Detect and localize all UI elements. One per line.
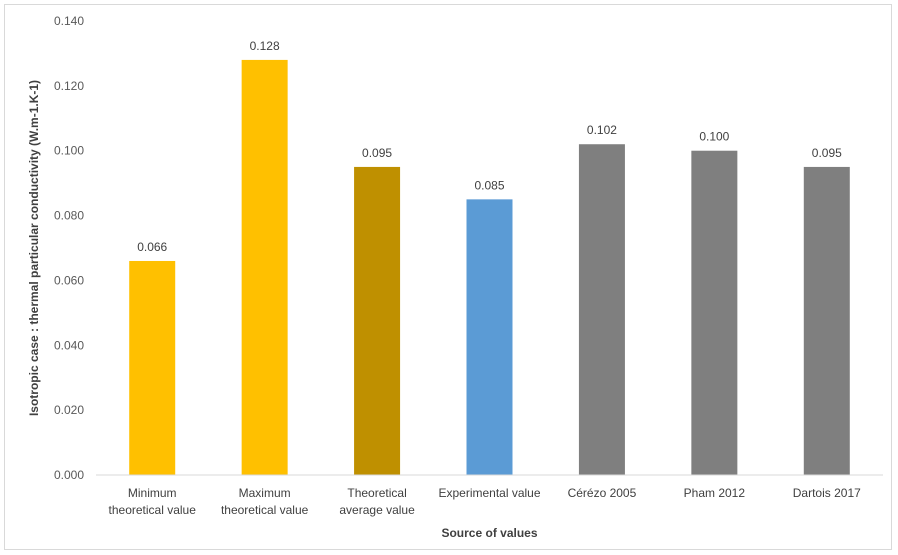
bars bbox=[129, 59, 850, 476]
data-label: 0.128 bbox=[250, 39, 280, 53]
bar bbox=[354, 166, 401, 475]
bar bbox=[129, 260, 176, 475]
data-label: 0.102 bbox=[587, 123, 617, 137]
data-label: 0.095 bbox=[362, 146, 392, 160]
category-label: Experimental value bbox=[438, 486, 540, 500]
category-label: Cérézo 2005 bbox=[568, 486, 637, 500]
data-labels: 0.066 0.128 0.095 0.085 0.102 0.100 0.095 bbox=[137, 39, 842, 254]
category-label: theoretical value bbox=[221, 503, 309, 517]
bar bbox=[691, 150, 738, 475]
data-label: 0.100 bbox=[699, 130, 729, 144]
category-label: Pham 2012 bbox=[684, 486, 746, 500]
y-tick-label: 0.040 bbox=[54, 338, 84, 352]
y-tick-label: 0.100 bbox=[54, 144, 84, 158]
bar bbox=[803, 166, 850, 475]
bar bbox=[466, 199, 513, 475]
data-label: 0.066 bbox=[137, 240, 167, 254]
data-label: 0.085 bbox=[474, 178, 504, 192]
category-labels: Minimum theoretical value Maximum theoretic… bbox=[109, 486, 862, 517]
data-label: 0.095 bbox=[812, 146, 842, 160]
y-tick-label: 0.140 bbox=[54, 14, 84, 28]
x-axis-title: Source of values bbox=[441, 526, 537, 540]
y-axis-title: Isotropic case : thermal particular cond… bbox=[27, 80, 41, 416]
category-label: Maximum bbox=[239, 486, 291, 500]
y-tick-label: 0.060 bbox=[54, 273, 84, 287]
category-label: Minimum bbox=[128, 486, 177, 500]
y-tick-label: 0.120 bbox=[54, 79, 84, 93]
y-axis-ticks: 0.000 0.020 0.040 0.060 0.080 0.100 0.120 0.140 bbox=[54, 14, 84, 482]
y-tick-label: 0.080 bbox=[54, 209, 84, 223]
bar bbox=[241, 59, 288, 476]
category-label: Theoretical bbox=[347, 486, 406, 500]
bar bbox=[578, 144, 625, 475]
category-label: theoretical value bbox=[109, 503, 197, 517]
category-label: average value bbox=[339, 503, 415, 517]
category-label: Dartois 2017 bbox=[793, 486, 861, 500]
y-tick-label: 0.000 bbox=[54, 468, 84, 482]
y-tick-label: 0.020 bbox=[54, 403, 84, 417]
